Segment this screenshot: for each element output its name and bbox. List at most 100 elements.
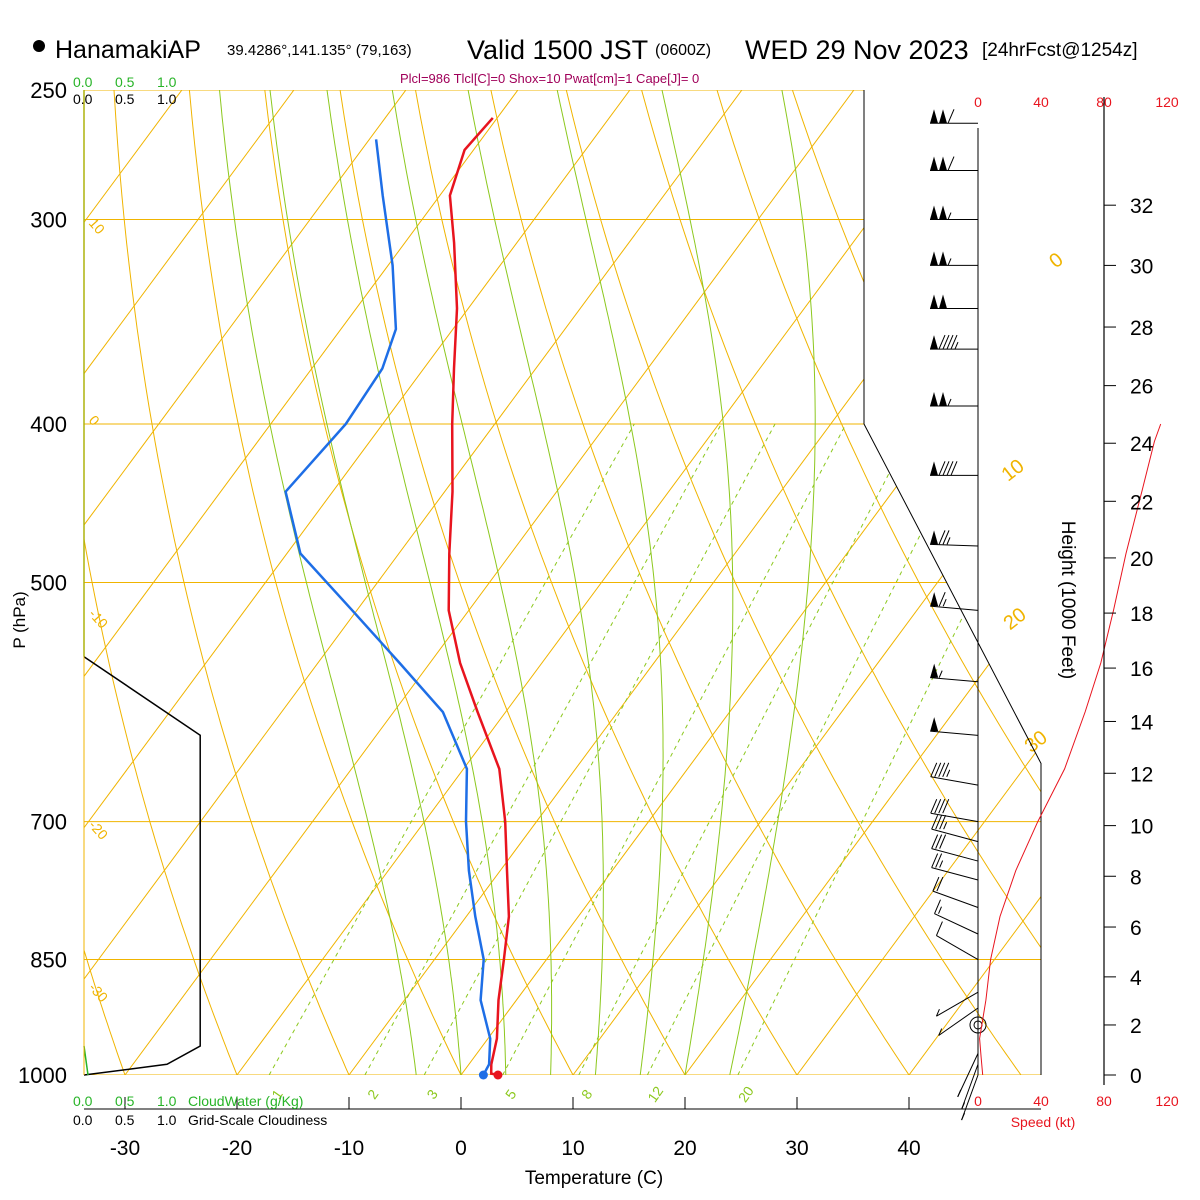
- speed-tick-bottom-label: 120: [1155, 1093, 1179, 1109]
- height-tick-label: 8: [1130, 866, 1142, 889]
- moist-adiabat: [266, 90, 462, 1075]
- height-axis-title: Height (1000 Feet): [1057, 521, 1078, 679]
- wind-barb: [930, 591, 979, 611]
- wind-barb-feather: [934, 762, 942, 777]
- wind-barb-feather: [946, 334, 954, 350]
- dewpoint-surface-dot: [478, 1070, 488, 1080]
- wind-barb-half: [961, 1112, 966, 1121]
- speed-tick-top-label: 120: [1155, 94, 1179, 110]
- wind-barb-flag: [930, 205, 938, 220]
- wind-barb-feather: [942, 530, 950, 545]
- temperature-tick-label: -10: [334, 1137, 364, 1160]
- moist-adiabat: [387, 90, 553, 1075]
- wind-barb-feather: [935, 921, 943, 936]
- height-tick-label: 14: [1130, 711, 1154, 734]
- wind-barb-feather: [936, 876, 944, 892]
- dry-adiabat: [410, 90, 820, 1075]
- wind-barb: [930, 251, 978, 266]
- wind-barb-half: [943, 821, 948, 830]
- cloudwater-scale-bottom-label: 0.5: [115, 1093, 135, 1109]
- dry-adiabat: [1156, 61, 1200, 1110]
- wind-barb-feather: [950, 334, 958, 350]
- height-tick-label: 20: [1130, 548, 1153, 571]
- wind-barb-feather: [930, 799, 938, 814]
- temperature-tick-label: -30: [110, 1137, 140, 1160]
- wind-barb-flag: [939, 205, 947, 220]
- speed-tick-top-label: 0: [974, 94, 982, 110]
- wind-barb-staff: [936, 935, 979, 960]
- temperature-tick-label: 0: [455, 1137, 467, 1160]
- wind-barb: [935, 991, 979, 1017]
- mixing-ratio-line: [502, 423, 847, 1075]
- mixing-ratio-line: [364, 423, 722, 1075]
- isotherm: [84, 90, 631, 1075]
- dry-adiabat-label: 0: [86, 412, 103, 429]
- moist-adiabat: [655, 90, 734, 1075]
- wind-barb-feather: [947, 109, 955, 124]
- dry-adiabat: [335, 90, 706, 1075]
- valid-time: Valid 1500 JST: [467, 35, 649, 65]
- pressure-tick-label: 1000: [18, 1063, 67, 1088]
- wind-barb-feather: [935, 814, 943, 830]
- temperature-axis-title: Temperature (C): [525, 1168, 663, 1189]
- wind-barb: [930, 530, 979, 547]
- temperature-tick-label: 30: [785, 1137, 808, 1160]
- isotherm: [460, 90, 1041, 1075]
- wind-barb-feather: [947, 156, 955, 171]
- wind-barb-staff: [930, 776, 979, 786]
- wind-barb-feather: [942, 334, 950, 350]
- wind-barb-staff: [930, 730, 979, 736]
- wind-barb: [930, 663, 979, 683]
- wind-barb-staff: [930, 812, 979, 823]
- isotherm: [908, 90, 1041, 1075]
- mixing-ratio-line: [578, 423, 915, 1075]
- wind-barb: [930, 205, 978, 221]
- speed-axis-title: Speed (kt): [1011, 1114, 1076, 1130]
- wind-barb-half: [942, 598, 947, 607]
- temperature-tick-label: -20: [222, 1137, 252, 1160]
- wind-barb: [930, 294, 978, 309]
- height-tick-label: 26: [1130, 376, 1153, 399]
- dry-adiabat: [1006, 90, 1041, 1075]
- calm-wind-circle: [969, 1016, 987, 1034]
- wind-barb-feather: [934, 899, 941, 914]
- cloudiness-line: [83, 656, 201, 1076]
- isotherm: [84, 90, 407, 1075]
- dry-adiabat: [261, 90, 593, 1075]
- station-coords: 39.4286°,141.135° (79,163): [227, 42, 412, 59]
- wind-barb-staff: [931, 867, 979, 881]
- wind-barb: [930, 391, 978, 407]
- wind-barb-half: [957, 1089, 962, 1098]
- height-tick-label: 2: [1130, 1015, 1142, 1038]
- pressure-axis-title: P (hPa): [10, 591, 29, 648]
- cloudwater-scale-top-label: 0.0: [73, 74, 93, 90]
- wind-barb-half: [961, 1102, 966, 1110]
- wind-barb-feather: [938, 334, 946, 350]
- height-tick-label: 12: [1130, 763, 1153, 786]
- moist-adiabat: [550, 90, 664, 1075]
- wind-barb-flag: [930, 251, 938, 266]
- wind-barb-feather: [931, 834, 939, 849]
- cloudwater-line-low: [83, 1045, 89, 1076]
- cloudwater-scale-top-label: 1.0: [157, 74, 177, 90]
- wind-barb-staff: [932, 890, 979, 908]
- wind-barb-half: [947, 258, 952, 266]
- isotherm-label: 30: [1021, 726, 1052, 757]
- pressure-tick-label: 300: [30, 208, 67, 233]
- dry-adiabat: [484, 90, 934, 1075]
- dry-adiabat: [112, 90, 366, 1075]
- wind-barb: [930, 717, 979, 736]
- station-bullet-icon: [33, 40, 45, 52]
- wind-barb-staff: [938, 1007, 979, 1036]
- cloudiness-scale-bottom-label: 0.0: [73, 1112, 93, 1128]
- wind-barb-staff: [936, 991, 979, 1017]
- station-name: HanamakiAP: [55, 36, 201, 64]
- cloudwater-scale-bottom-label: 0.0: [73, 1093, 93, 1109]
- wind-barb-half: [954, 341, 959, 350]
- dry-adiabat: [708, 90, 1041, 1075]
- wind-barb-feather: [930, 762, 938, 777]
- wind-barb: [931, 814, 979, 843]
- wind-barb-staff: [957, 1053, 979, 1098]
- wind-barb-feather: [942, 461, 950, 476]
